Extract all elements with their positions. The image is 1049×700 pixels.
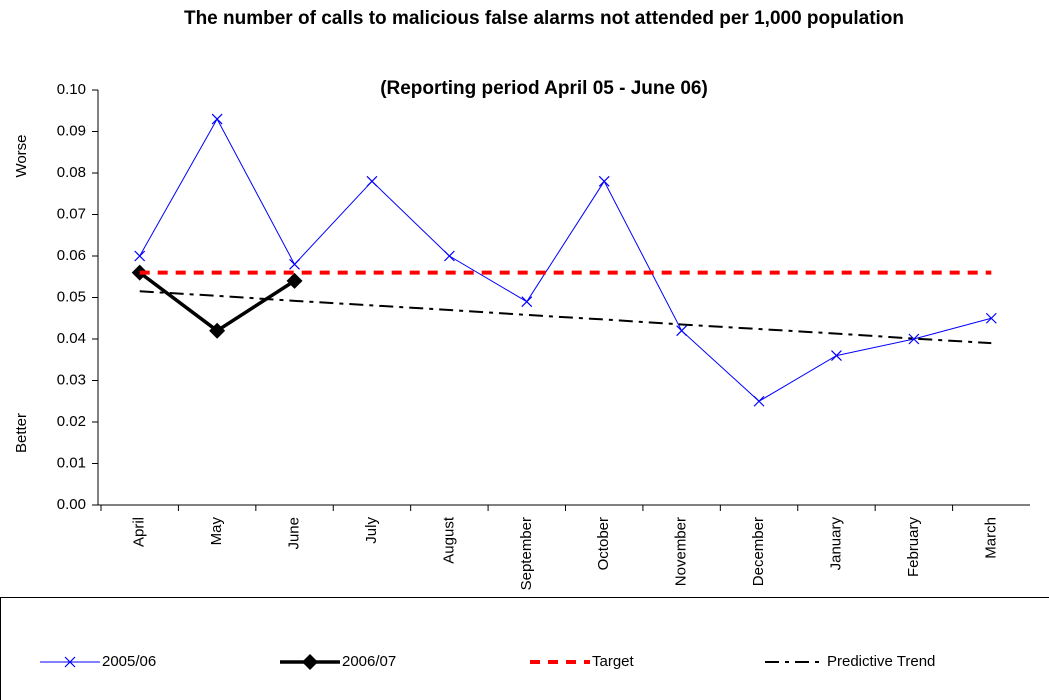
y-tick-label: 0.04 [57,330,86,347]
y-tick-label: 0.10 [57,81,86,98]
point-marker [209,322,226,339]
y-tick-label: 0.09 [57,122,86,139]
x-tick-label: May [208,517,225,546]
chart-subtitle: (Reporting period April 05 - June 06) [380,78,708,99]
point-marker [443,250,455,262]
y-tick-label: 0.00 [57,496,86,513]
y-tick-label: 0.03 [57,371,86,388]
x-tick-label: October [595,517,612,570]
point-marker [985,312,997,324]
point-marker [286,272,303,289]
point-marker [598,175,610,187]
y-label-top: Worse [13,134,30,177]
series-line [138,271,296,333]
point-marker [908,333,920,345]
y-tick-label: 0.07 [57,205,86,222]
x-tick-label: November [673,517,690,586]
legend-marker [64,656,76,668]
y-tick-label: 0.08 [57,164,86,181]
y-tick-label: 0.05 [57,288,86,305]
x-tick-label: April [131,517,148,547]
legend-label: 2005/06 [102,653,156,670]
point-marker [366,175,378,187]
y-tick-label: 0.02 [57,413,86,430]
y-tick-label: 0.01 [57,454,86,471]
y-tick-label: 0.06 [57,247,86,264]
x-tick-label: June [286,517,303,550]
legend-label: 2006/07 [342,653,396,670]
series-line [139,290,992,345]
series-line [139,118,992,402]
point-marker [211,113,223,125]
x-tick-label: August [440,516,457,564]
legend-box [0,597,1049,700]
legend-marker [302,654,318,670]
x-tick-label: March [982,517,999,559]
x-tick-label: January [827,517,844,571]
point-marker [831,350,842,362]
x-tick-label: September [518,517,535,590]
point-marker [753,395,765,407]
legend-label: Predictive Trend [827,653,935,670]
point-marker [134,250,146,262]
y-label-bottom: Better [13,413,30,453]
point-marker [676,325,688,337]
x-tick-label: December [750,517,767,586]
legend-label: Target [592,653,635,670]
x-tick-label: July [363,517,380,544]
point-marker [521,296,533,308]
x-tick-label: February [905,517,922,578]
chart-title: The number of calls to malicious false a… [183,8,905,29]
point-marker [289,258,300,270]
